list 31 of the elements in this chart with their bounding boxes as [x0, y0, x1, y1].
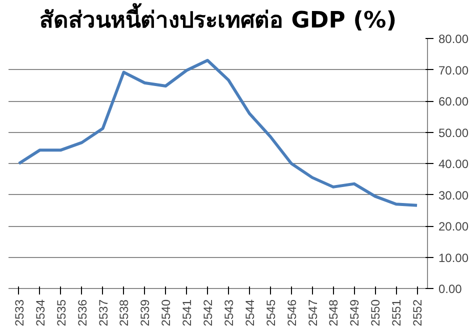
- y-tick-label: 40.00: [438, 157, 469, 171]
- y-tick-label: 0.00: [438, 282, 462, 296]
- y-tick-label: 10.00: [438, 250, 469, 265]
- y-tick-label: 30.00: [438, 188, 469, 202]
- x-tick-label: 2546: [284, 299, 299, 326]
- y-tick-label: 50.00: [438, 126, 469, 140]
- x-tick-label: 2547: [306, 299, 320, 326]
- x-tick-label: 2543: [222, 299, 236, 326]
- x-tick-label: 2545: [264, 299, 278, 326]
- x-tick-label: 2536: [75, 299, 90, 326]
- x-tick-label: 2535: [54, 299, 68, 326]
- x-tick-label: 2540: [159, 299, 174, 326]
- x-tick-label: 2533: [12, 299, 26, 326]
- x-tick-label: 2542: [201, 299, 216, 326]
- y-tick-label: 80.00: [438, 32, 469, 46]
- x-tick-label: 2539: [138, 299, 152, 326]
- y-tick-label: 60.00: [438, 94, 469, 108]
- line-series: [17, 58, 419, 207]
- y-tick-label: 20.00: [438, 220, 469, 234]
- x-tick-label: 2544: [242, 299, 257, 326]
- x-tick-label: 2552: [410, 299, 425, 326]
- chart-title: สัดส่วนหนี้ต่างประเทศต่อ GDP (%): [39, 2, 397, 34]
- x-tick-label: 2534: [33, 299, 48, 326]
- x-tick-label: 2537: [96, 299, 110, 326]
- x-tick-label: 2550: [368, 299, 383, 326]
- x-tick-label: 2549: [348, 299, 362, 326]
- y-tick-label: 70.00: [438, 63, 469, 78]
- x-tick-label: 2548: [326, 299, 341, 326]
- x-tick-label: 2551: [390, 299, 404, 326]
- x-tick-label: 2541: [180, 299, 194, 326]
- x-tick-label: 2538: [117, 299, 132, 326]
